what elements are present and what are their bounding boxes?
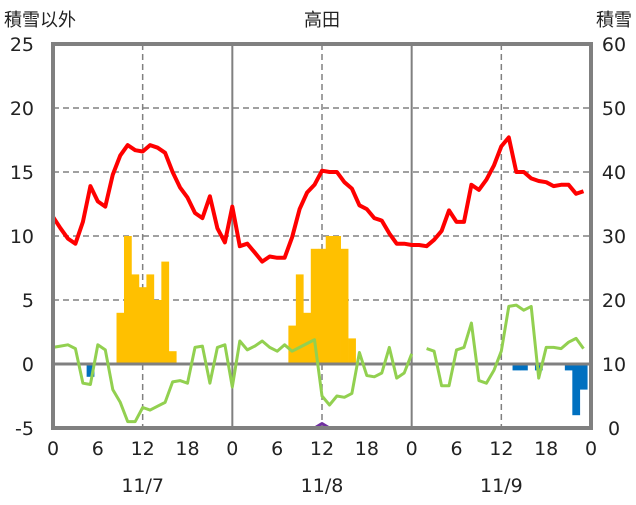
- left-tick-label: -5: [15, 418, 34, 440]
- blue-bar: [512, 364, 521, 371]
- right-tick-label: 60: [602, 34, 626, 56]
- orange-bar: [146, 274, 155, 364]
- left-tick-label: 10: [10, 226, 34, 248]
- right-tick-label: 0: [608, 418, 620, 440]
- blue-bar: [572, 364, 581, 416]
- right-axis-title: 積雪: [596, 10, 632, 31]
- x-tick-label: 18: [534, 438, 558, 460]
- x-tick-label: 0: [47, 438, 59, 460]
- orange-bar: [138, 287, 147, 364]
- green-line: [426, 303, 585, 388]
- left-axis-title: 積雪以外: [4, 10, 76, 31]
- blue-bar: [86, 364, 95, 377]
- x-tick-label: 12: [310, 438, 334, 460]
- blue-bar: [564, 364, 573, 371]
- x-tick-label: 6: [450, 438, 462, 460]
- orange-bar: [310, 248, 319, 364]
- orange-bar: [131, 274, 140, 364]
- date-label: 11/9: [480, 475, 523, 497]
- left-tick-label: 15: [10, 162, 34, 184]
- blue-bar: [579, 364, 588, 390]
- x-tick-label: 6: [92, 438, 104, 460]
- orange-bar: [318, 248, 327, 364]
- orange-bar: [333, 236, 341, 364]
- orange-bar: [303, 312, 312, 364]
- plot-frame: [51, 42, 593, 430]
- orange-bar: [153, 300, 162, 364]
- orange-bar: [348, 338, 356, 364]
- right-tick-label: 10: [602, 354, 626, 376]
- date-label: 11/7: [121, 475, 164, 497]
- left-tick-label: 25: [10, 34, 34, 56]
- x-tick-label: 6: [271, 438, 283, 460]
- green-line: [52, 338, 414, 424]
- x-tick-label: 0: [406, 438, 418, 460]
- date-label: 11/8: [301, 475, 344, 497]
- orange-bar: [168, 351, 177, 364]
- orange-bar: [288, 325, 297, 364]
- x-tick-label: 18: [175, 438, 199, 460]
- chart-title: 高田: [304, 10, 340, 31]
- blue-bar: [520, 364, 528, 371]
- orange-bar: [340, 248, 349, 364]
- orange-bar: [295, 274, 304, 364]
- right-tick-label: 30: [602, 226, 626, 248]
- x-tick-label: 12: [489, 438, 513, 460]
- temperature-line: [51, 135, 585, 264]
- x-tick-label: 0: [585, 438, 597, 460]
- x-tick-label: 18: [355, 438, 379, 460]
- left-tick-label: 5: [22, 290, 34, 312]
- orange-bar: [123, 236, 132, 364]
- left-tick-label: 20: [10, 98, 34, 120]
- x-tick-label: 0: [226, 438, 238, 460]
- right-tick-label: 40: [602, 162, 626, 184]
- orange-bar: [116, 312, 125, 364]
- right-tick-label: 20: [602, 290, 626, 312]
- orange-bar: [325, 236, 334, 364]
- right-tick-label: 50: [602, 98, 626, 120]
- x-tick-label: 12: [131, 438, 155, 460]
- left-tick-label: 0: [22, 354, 34, 376]
- orange-bar: [161, 261, 170, 364]
